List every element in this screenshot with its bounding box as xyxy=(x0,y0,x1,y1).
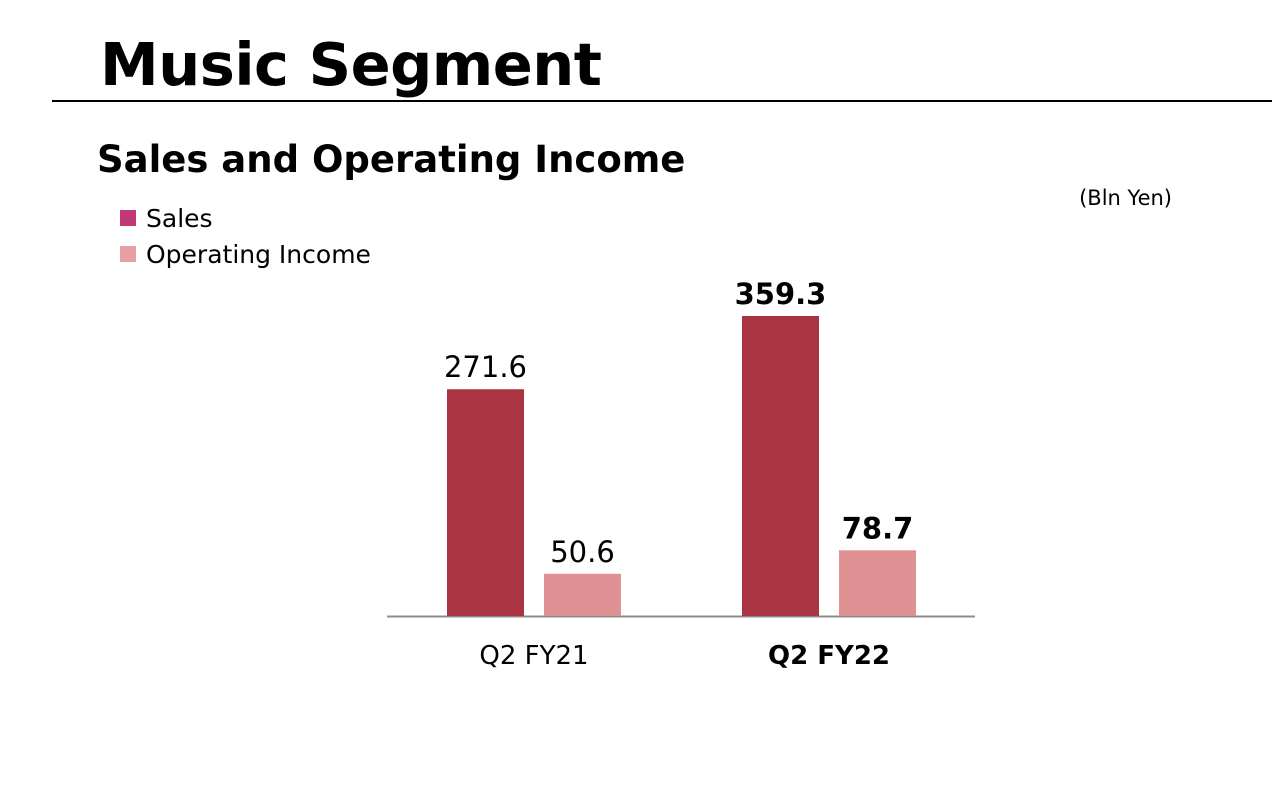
section-title: Sales and Operating Income xyxy=(97,138,686,181)
chart-legend: Sales Operating Income xyxy=(120,200,371,272)
data-label-operating-income-q2-fy22: 78.7 xyxy=(842,511,914,545)
legend-swatch-sales xyxy=(120,210,136,226)
legend-label-sales: Sales xyxy=(146,203,213,233)
title-divider xyxy=(52,100,1272,102)
page-title: Music Segment xyxy=(100,30,602,99)
legend-item-operating-income: Operating Income xyxy=(120,236,371,272)
legend-label-operating-income: Operating Income xyxy=(146,239,371,269)
legend-item-sales: Sales xyxy=(120,200,371,236)
x-tick-label-q2-fy22: Q2 FY22 xyxy=(768,641,890,671)
unit-label: (Bln Yen) xyxy=(1079,186,1172,210)
x-tick-label-q2-fy21: Q2 FY21 xyxy=(479,641,588,671)
legend-swatch-operating-income xyxy=(120,246,136,262)
data-label-operating-income-q2-fy21: 50.6 xyxy=(550,535,615,569)
bar-sales-q2-fy22 xyxy=(742,316,819,616)
bar-operating-income-q2-fy21 xyxy=(544,573,621,616)
data-label-sales-q2-fy22: 359.3 xyxy=(735,277,827,311)
data-label-sales-q2-fy21: 271.6 xyxy=(444,350,527,384)
bar-operating-income-q2-fy22 xyxy=(839,550,916,616)
bar-sales-q2-fy21 xyxy=(447,389,524,616)
